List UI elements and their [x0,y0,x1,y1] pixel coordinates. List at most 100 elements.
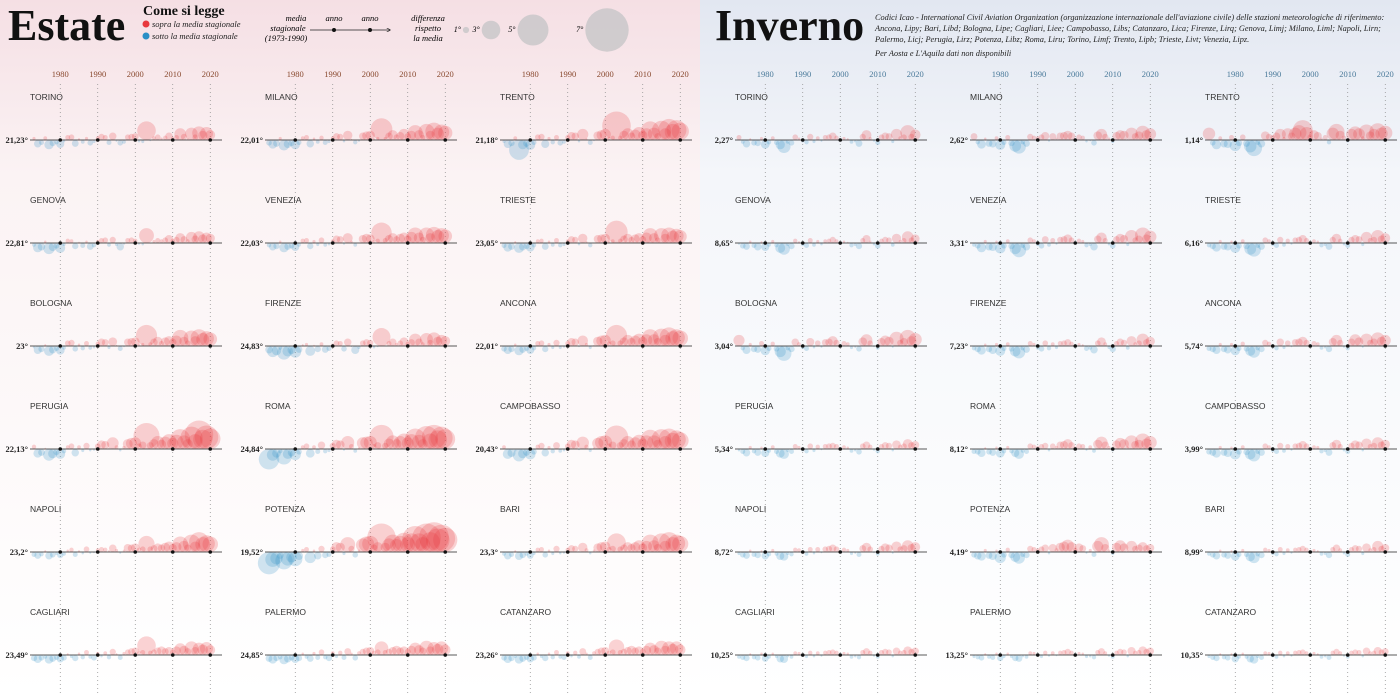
bubble [205,130,216,140]
x-tick-label: 2010 [1104,69,1121,79]
bubble [385,132,393,140]
bubble [846,548,850,552]
bubble [427,641,441,655]
bubble [820,243,823,246]
bubble [131,647,139,656]
bubble [1098,648,1105,656]
bubble [394,532,414,552]
bubble [807,547,813,553]
bubble [1267,651,1271,655]
bubble [405,231,418,243]
bubble [598,435,613,449]
x-tick-label: 2020 [437,69,454,79]
bubble [65,135,71,141]
x-tick-label: 2010 [399,69,416,79]
bubble [671,122,689,140]
station-mean: 2,27° [715,135,733,145]
x-tick-label: 1990 [324,69,341,79]
bubble [774,140,779,145]
station-name: CAMPOBASSO [500,401,561,411]
axis-dot [1270,653,1275,657]
bubble [326,346,332,351]
bubble [1009,655,1014,659]
bubble [392,535,409,552]
bubble [1012,346,1026,359]
axis-dot [528,447,533,451]
bubble [303,443,310,449]
bubble [33,449,43,458]
bubble [182,534,201,552]
bubble [1027,341,1033,346]
bubble [164,234,174,243]
bubble [974,449,981,455]
bubble [108,550,110,552]
bubble [1213,655,1220,662]
bubble [270,552,283,565]
bubble [156,439,167,449]
bubble [1298,234,1307,243]
bubble [644,642,657,655]
bubble [1263,651,1268,655]
station-panel [735,646,927,664]
bubble [1240,445,1245,450]
station-mean: 7,23° [950,341,968,351]
bubble [519,243,527,251]
bubble [68,443,75,449]
bubble [779,552,789,561]
bubble [153,543,163,552]
bubble [1137,542,1148,552]
bubble [397,340,404,346]
bubble [577,335,589,347]
bubble [606,443,612,449]
bubble [372,542,383,552]
bubble [1358,124,1375,140]
bubble [131,133,139,140]
bubble [157,646,166,655]
bubble [415,426,438,449]
bubble [1331,439,1342,449]
bubble [189,532,209,553]
bubble [341,655,347,660]
station-panel [265,640,457,665]
bubble [53,243,60,249]
bubble [271,346,282,356]
axis-dot [1148,447,1153,451]
bubble [321,346,329,353]
bubble [32,243,36,247]
bubble [1355,545,1363,553]
bubble [1107,346,1111,350]
bubble [1112,131,1121,140]
bubble [750,346,758,353]
bubble [195,537,211,552]
bubble [789,655,794,659]
bubble [1093,131,1103,140]
bubble [388,646,397,655]
bubble [767,243,771,247]
bubble [359,340,366,346]
bubble [504,552,512,560]
bubble [371,222,392,243]
bubble [1282,449,1286,453]
bubble [1292,237,1299,244]
bubble [1038,243,1045,249]
bubble [291,243,300,252]
axis-dot [603,344,608,348]
bubble [1206,346,1212,351]
bubble [394,342,399,347]
bubble [130,337,140,346]
bubble [133,422,160,450]
bubble [899,329,916,346]
bubble [417,439,428,450]
bubble [908,648,915,656]
bubble [80,655,85,660]
bubble [862,234,871,243]
station-name: TORINO [735,92,768,102]
bubble [901,238,907,244]
bubble [1372,540,1384,552]
bubble [539,238,544,243]
bubble [826,650,832,656]
bubbles [30,111,692,665]
bubble [873,140,875,142]
bubble [1056,132,1064,140]
bubble [891,655,894,658]
